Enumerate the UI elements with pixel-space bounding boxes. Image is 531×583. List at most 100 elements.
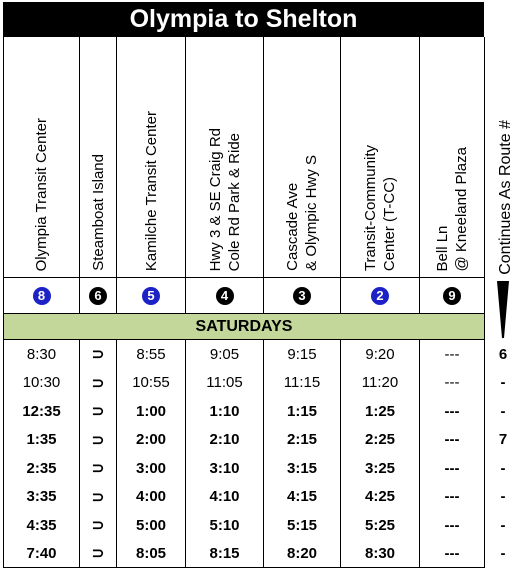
stop-name-line: & Olympic Hwy S: [303, 155, 320, 271]
continues-value: -: [500, 516, 506, 534]
trip-time: 3:35: [4, 482, 80, 511]
route-badge-icon: 5: [142, 286, 160, 305]
trip-time: ---: [420, 511, 485, 540]
stop-name-line: @ Kneeland Plaza: [453, 146, 470, 271]
stop-header: Bell Ln @ Kneeland Plaza: [420, 37, 485, 278]
trip-time: 5:00: [117, 511, 186, 540]
trip-time: 10:30: [4, 368, 80, 397]
continues-values: 6 - - 7 - - - -: [488, 340, 518, 568]
trip-time: 2:10: [186, 425, 264, 454]
stop-name: Cascade Ave & Olympic Hwy S: [283, 155, 321, 271]
trip-time: ---: [420, 454, 485, 483]
continues-label: Continues As Route #: [497, 120, 514, 275]
trip-time: 11:15: [264, 368, 341, 397]
trip-time: 2:35: [4, 454, 80, 483]
no-stop-icon: ⊃: [80, 539, 117, 568]
trip-rows: 8:30 ⊃ 8:55 9:05 9:15 9:20 --- 10:30 ⊃ 10:55 11:05…: [4, 340, 485, 568]
no-stop-icon: ⊃: [80, 368, 117, 397]
trip-time: 2:25: [341, 425, 420, 454]
badge-cell: 2: [341, 278, 420, 314]
no-stop-icon: ⊃: [80, 425, 117, 454]
trip-time: 4:25: [341, 482, 420, 511]
trip-time: 9:15: [264, 340, 341, 369]
stop-name: Olympia Transit Center: [32, 118, 51, 271]
route-badge-icon: 2: [371, 286, 389, 305]
route-badge-icon: 6: [89, 286, 107, 305]
stop-name-line: Kamilche Transit Center: [142, 110, 160, 271]
stop-header: Hwy 3 & SE Craig Rd Cole Rd Park & Ride: [186, 37, 264, 278]
stop-name: Steamboat Island: [89, 154, 108, 271]
trip-time: 8:30: [341, 539, 420, 568]
trip-time: 8:20: [264, 539, 341, 568]
trip-time: 4:35: [4, 511, 80, 540]
badge-cell: 9: [420, 278, 485, 314]
trip-time: 1:25: [341, 397, 420, 426]
trip-time: 8:05: [117, 539, 186, 568]
continues-value: -: [500, 459, 506, 477]
trip-time: ---: [420, 340, 485, 369]
down-wedge-icon: [497, 281, 509, 338]
trip-time: 1:10: [186, 397, 264, 426]
trip-time: ---: [420, 397, 485, 426]
stop-header: Olympia Transit Center: [4, 37, 80, 278]
stop-name: Bell Ln @ Kneeland Plaza: [433, 147, 471, 271]
no-stop-icon: ⊃: [80, 340, 117, 369]
continues-value: -: [500, 545, 506, 563]
no-stop-icon: ⊃: [80, 397, 117, 426]
route-badge-icon: 4: [215, 286, 234, 305]
trip-time: 4:00: [117, 482, 186, 511]
continues-value: -: [500, 402, 506, 420]
continues-label-cell: Continues As Route #: [488, 37, 528, 278]
trip-row: 8:30 ⊃ 8:55 9:05 9:15 9:20 ---: [4, 340, 485, 369]
trip-time: 12:35: [4, 397, 80, 426]
continues-value: 7: [498, 431, 508, 449]
trip-time: ---: [420, 482, 485, 511]
trip-time: 8:55: [117, 340, 186, 369]
trip-time: 2:00: [117, 425, 186, 454]
no-stop-icon: ⊃: [80, 454, 117, 483]
trip-time: 9:05: [186, 340, 264, 369]
trip-row: 12:35 ⊃ 1:00 1:10 1:15 1:25 ---: [4, 397, 485, 426]
badge-cell: 8: [4, 278, 80, 314]
no-stop-icon: ⊃: [80, 482, 117, 511]
stop-name-line: Olympia Transit Center: [33, 117, 50, 271]
stop-header: Kamilche Transit Center: [117, 37, 186, 278]
trip-time: 9:20: [341, 340, 420, 369]
stop-name-line: Hwy 3 & SE Craig Rd: [206, 127, 224, 271]
timetable: Olympia Transit Center Steamboat Island Ka…: [3, 37, 485, 568]
trip-time: 7:40: [4, 539, 80, 568]
continues-value: -: [500, 374, 506, 392]
trip-time: ---: [420, 539, 485, 568]
continues-value: -: [500, 488, 506, 506]
trip-row: 10:30 ⊃ 10:55 11:05 11:15 11:20 ---: [4, 368, 485, 397]
trip-time: 8:15: [186, 539, 264, 568]
continues-value: 6: [498, 345, 508, 363]
trip-time: 3:25: [341, 454, 420, 483]
trip-time: 10:55: [117, 368, 186, 397]
schedule-title: Olympia to Shelton: [3, 2, 484, 37]
stop-badge-row: 8 6 5 4 3 2 9: [4, 278, 485, 314]
day-band: SATURDAYS: [4, 314, 485, 340]
trip-row: 2:35 ⊃ 3:00 3:10 3:15 3:25 ---: [4, 454, 485, 483]
trip-time: 5:25: [341, 511, 420, 540]
stop-header: Steamboat Island: [80, 37, 117, 278]
stop-name-line: Steamboat Island: [89, 154, 107, 271]
stop-name-line: Transit-Community: [362, 144, 379, 271]
stop-name: Transit-Community Center (T-CC): [361, 145, 399, 271]
trip-time: 3:10: [186, 454, 264, 483]
trip-row: 3:35 ⊃ 4:00 4:10 4:15 4:25 ---: [4, 482, 485, 511]
route-badge-icon: 3: [293, 286, 311, 305]
stop-header: Cascade Ave & Olympic Hwy S: [264, 37, 341, 278]
stop-name-line: Center (T-CC): [381, 176, 398, 271]
badge-cell: 5: [117, 278, 186, 314]
stop-name-line: Cascade Ave: [284, 182, 301, 271]
trip-time: 8:30: [4, 340, 80, 369]
stop-name-line: Bell Ln: [434, 225, 451, 271]
route-badge-icon: 9: [443, 286, 461, 305]
trip-time: 5:10: [186, 511, 264, 540]
no-stop-icon: ⊃: [80, 511, 117, 540]
trip-time: 4:10: [186, 482, 264, 511]
trip-row: 1:35 ⊃ 2:00 2:10 2:15 2:25 ---: [4, 425, 485, 454]
trip-row: 4:35 ⊃ 5:00 5:10 5:15 5:25 ---: [4, 511, 485, 540]
trip-time: 1:35: [4, 425, 80, 454]
